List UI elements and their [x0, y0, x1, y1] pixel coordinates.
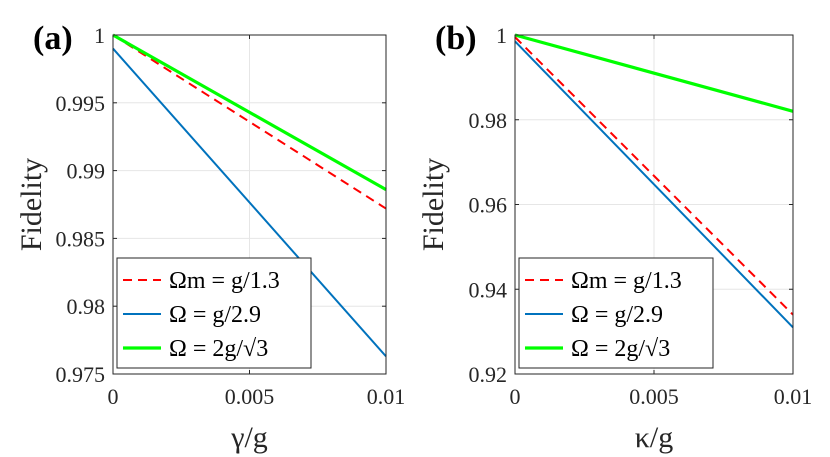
panel-label-a: (a) — [33, 20, 73, 57]
legend-label-a-0: Ωm = g/1.3 — [169, 268, 280, 294]
legend-a: Ωm = g/1.3 Ω = g/2.9 Ω = 2g/√3 — [116, 257, 312, 369]
panel-b: 0 0.005 0.01 0.92 0.94 0.96 0.98 1 κ/g Fidelity (b… — [417, 20, 812, 454]
x-tick-label-b-0: 0 — [510, 384, 521, 409]
series-line-b-0 — [514, 36, 794, 316]
y-axis-label-a: Fidelity — [15, 158, 48, 251]
y-tick-label-a-3: 0.99 — [67, 159, 106, 184]
legend-label-a-2: Ω = 2g/√3 — [169, 336, 268, 362]
series-line-b-2 — [514, 33, 794, 113]
y-tick-label-a-0: 0.975 — [56, 362, 106, 387]
y-tick-label-b-0: 0.92 — [469, 362, 508, 387]
series-line-b-1 — [514, 40, 794, 329]
y-tick-label-b-3: 0.98 — [469, 108, 508, 133]
y-tick-label-a-4: 0.995 — [56, 91, 106, 116]
series-line-a-0 — [112, 34, 387, 210]
legend-label-b-0: Ωm = g/1.3 — [571, 268, 682, 294]
x-axis-label-b: κ/g — [635, 421, 673, 454]
y-tick-label-b-1: 0.94 — [469, 277, 508, 302]
y-tick-label-b-2: 0.96 — [469, 193, 508, 218]
x-tick-label-b-2: 0.01 — [774, 384, 813, 409]
y-tick-label-b-4: 1 — [496, 23, 507, 48]
x-tick-label-a-0: 0 — [108, 384, 119, 409]
panel-a: 0 0.005 0.01 0.975 0.98 0.985 0.99 0.995 1 γ/g Fid… — [15, 20, 405, 454]
y-tick-label-a-5: 1 — [94, 23, 105, 48]
legend-label-b-1: Ω = g/2.9 — [571, 302, 663, 328]
series-line-a-2 — [112, 33, 387, 191]
x-tick-label-b-1: 0.005 — [629, 384, 679, 409]
legend-label-b-2: Ω = 2g/√3 — [571, 336, 670, 362]
panel-label-b: (b) — [435, 20, 477, 57]
x-axis-label-a: γ/g — [230, 421, 268, 454]
x-tick-label-a-2: 0.01 — [367, 384, 406, 409]
series-line-a-1 — [112, 47, 387, 358]
x-tick-label-a-1: 0.005 — [225, 384, 275, 409]
y-tick-label-a-2: 0.985 — [56, 226, 106, 251]
legend-b: Ωm = g/1.3 Ω = g/2.9 Ω = 2g/√3 — [518, 257, 714, 369]
y-axis-label-b: Fidelity — [417, 158, 450, 251]
legend-box-a — [116, 257, 312, 369]
legend-label-a-1: Ω = g/2.9 — [169, 302, 261, 328]
y-tick-label-a-1: 0.98 — [67, 294, 106, 319]
